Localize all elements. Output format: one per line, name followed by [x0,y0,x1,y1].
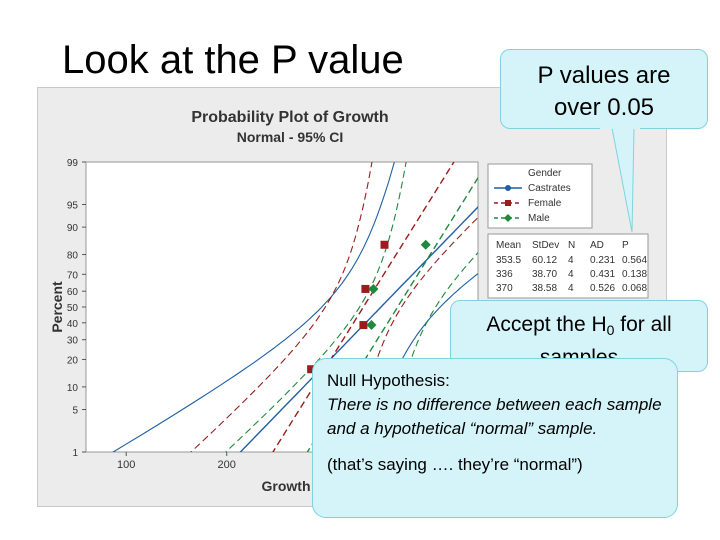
legend-marker-female [505,200,511,206]
castrates-ci-line [112,162,395,452]
y-tick-label: 60 [67,287,79,298]
y-tick-label: 40 [67,319,79,330]
stats-cell: 353.5 [496,255,521,266]
male-point [368,283,379,294]
male-point [366,320,377,331]
stats-cell: 0.138 [622,269,647,280]
y-tick-label: 90 [67,223,79,234]
stats-table-box [487,233,649,299]
chart-title: Probability Plot of Growth [191,109,388,126]
accept-subscript: 0 [606,322,615,338]
y-tick-label: 99 [67,158,79,169]
stats-cell: 0.068 [622,283,647,294]
stats-cell: 0.431 [590,269,615,280]
accept-prefix: Accept the H [486,313,607,336]
stats-header: N [568,240,575,251]
stats-cell: 370 [496,283,513,294]
x-axis-label: Growth [262,478,311,494]
probability-plot-svg: Probability Plot of Growth Normal - 95% C… [49,109,649,494]
y-tick-label: 95 [67,200,79,211]
y-tick-label: 50 [67,303,79,314]
stats-cell: 0.564 [622,255,647,266]
stats-cell: 4 [568,255,574,266]
y-tick-label: 30 [67,336,79,347]
null-hypothesis-note: (that’s saying …. they’re “normal”) [327,455,583,474]
y-tick-label: 10 [67,383,79,394]
stats-cell: 38.70 [532,269,557,280]
stats-cell: 4 [568,283,574,294]
stats-header: Mean [496,240,521,251]
null-hypothesis-text: There is no difference between each samp… [327,395,662,438]
null-hypothesis-title: Null Hypothesis: [327,371,450,390]
y-tick-label: 20 [67,355,79,366]
stats-header: P [622,240,629,251]
stats-header: StDev [532,240,559,251]
stats-header: AD [590,240,604,251]
accept-suffix: for all [614,313,672,336]
slide-title: Look at the P value [62,38,404,82]
stats-cell: 0.231 [590,255,615,266]
probability-plot: Probability Plot of Growth Normal - 95% C… [37,87,667,507]
female-point [361,284,370,293]
p-values-callout: P values are over 0.05 [500,49,708,129]
y-axis-label: Percent [49,281,65,333]
legend-label-male: Male [528,213,550,224]
stats-cell: 38.58 [532,283,557,294]
x-tick-label: 200 [218,459,236,471]
p-values-callout-line1: P values are [537,62,671,89]
female-ci-line [190,162,373,452]
stats-cell: 336 [496,269,513,280]
y-tick-label: 70 [67,270,79,281]
legend-title: Gender [528,168,562,179]
y-tick-label: 5 [72,406,78,417]
female-point [307,365,316,374]
legend-marker-male [504,214,512,222]
legend-label-castrates: Castrates [528,183,571,194]
y-tick-label: 80 [67,251,79,262]
x-tick-label: 100 [117,459,135,471]
female-point [359,321,368,330]
y-tick-label: 1 [72,448,78,459]
stats-cell: 60.12 [532,255,557,266]
accept-callout-line1: Accept the H0 for all [451,311,707,344]
stats-cell: 4 [568,269,574,280]
p-values-callout-line2: over 0.05 [553,94,655,121]
male-point [420,239,431,250]
chart-subtitle: Normal - 95% CI [237,129,344,145]
female-point [380,240,389,249]
null-hypothesis-callout: Null Hypothesis: There is no difference … [312,358,678,518]
legend-marker-castrates [505,185,511,191]
stats-cell: 0.526 [590,283,615,294]
legend-label-female: Female [528,198,562,209]
